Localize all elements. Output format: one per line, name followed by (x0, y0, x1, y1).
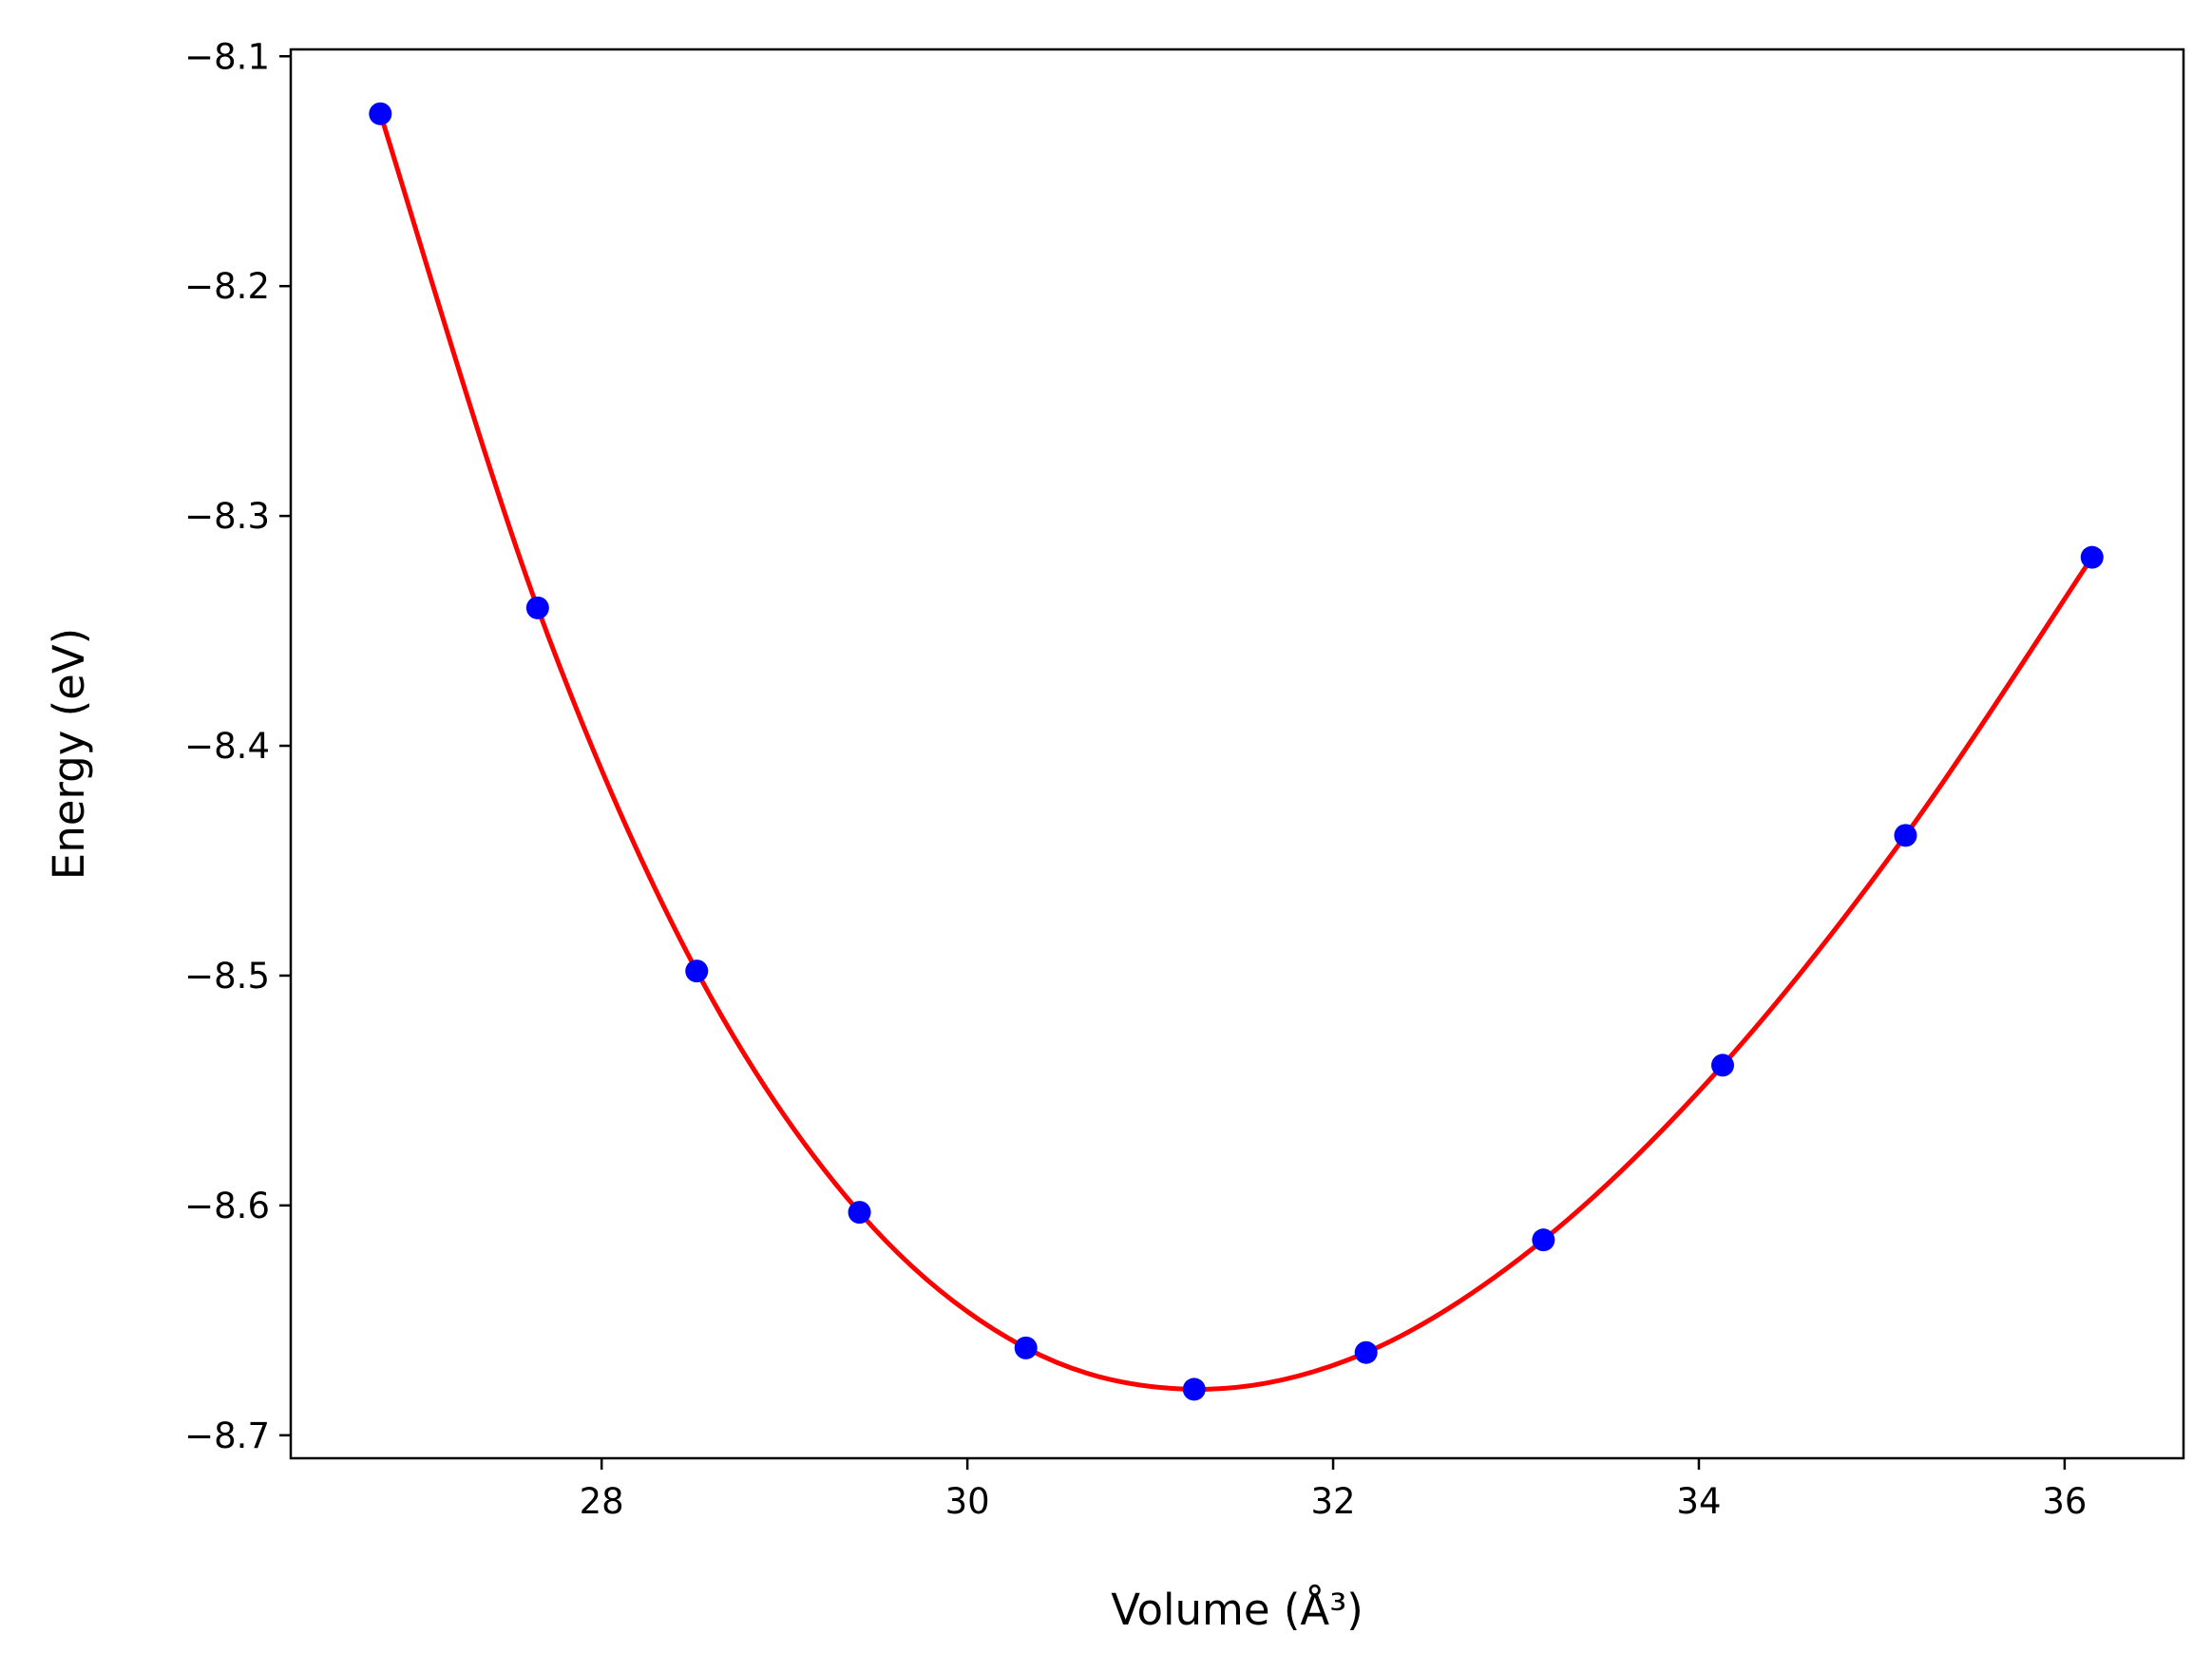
data-point (685, 960, 709, 983)
x-tick-label: 28 (580, 1481, 624, 1522)
x-axis-ticks: 28 30 32 34 36 (580, 1458, 2087, 1522)
data-point (1532, 1228, 1555, 1252)
x-tick-label: 36 (2042, 1481, 2087, 1522)
data-point (848, 1201, 871, 1225)
fit-curve (377, 112, 2094, 1392)
axes-frame (289, 48, 2185, 1460)
y-tick-label: −8.1 (184, 36, 270, 77)
x-axis-label: Volume (Å³) (1111, 1585, 1363, 1635)
y-tick-label: −8.7 (184, 1416, 270, 1456)
data-point (369, 102, 392, 125)
data-point (525, 596, 549, 619)
data-point (1182, 1378, 1206, 1401)
x-tick-label: 30 (945, 1481, 990, 1522)
data-point (1894, 824, 1917, 847)
data-point (1014, 1336, 1038, 1359)
y-tick-label: −8.2 (184, 266, 270, 307)
y-tick-label: −8.3 (184, 496, 270, 537)
data-point (2080, 545, 2104, 569)
data-point (1354, 1340, 1378, 1364)
plot-area (369, 102, 2104, 1401)
y-tick-label: −8.4 (184, 726, 270, 767)
y-tick-label: −8.5 (184, 956, 270, 997)
x-tick-label: 34 (1676, 1481, 1721, 1522)
y-tick-label: −8.6 (184, 1186, 270, 1226)
y-axis-ticks: −8.7 −8.6 −8.5 −8.4 −8.3 −8.2 −8.1 (184, 36, 291, 1456)
y-axis-label: Energy (eV) (44, 628, 94, 880)
x-tick-label: 32 (1310, 1481, 1355, 1522)
data-point (1710, 1054, 1734, 1077)
